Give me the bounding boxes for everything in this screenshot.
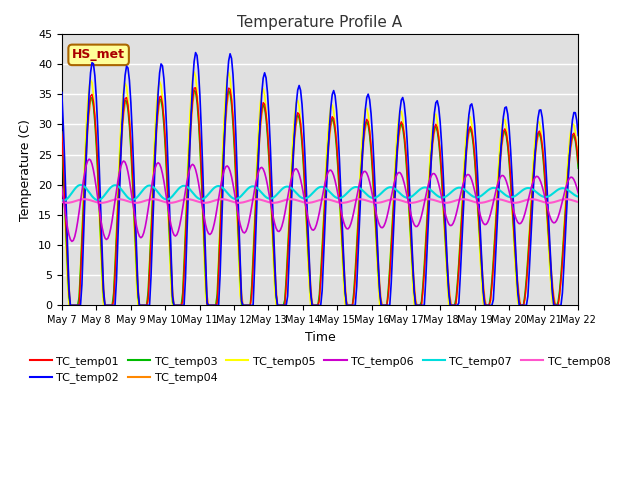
TC_temp01: [58, 132, 66, 138]
TC_temp02: [192, 50, 200, 56]
TC_temp08: [238, 200, 246, 205]
X-axis label: Time: Time: [305, 331, 335, 344]
TC_temp02: [58, 89, 66, 95]
TC_temp06: [215, 196, 223, 202]
TC_temp04: [192, 88, 200, 94]
TC_temp02: [287, 222, 294, 228]
TC_temp08: [229, 199, 237, 204]
TC_temp05: [287, 181, 294, 187]
TC_temp02: [215, 302, 223, 308]
TC_temp05: [215, 256, 223, 262]
TC_temp05: [123, 84, 131, 89]
TC_temp03: [287, 192, 294, 198]
TC_temp01: [123, 95, 131, 100]
TC_temp05: [65, 302, 73, 308]
TC_temp07: [574, 194, 582, 200]
TC_temp03: [215, 260, 223, 265]
TC_temp02: [241, 302, 248, 308]
TC_temp04: [241, 302, 248, 308]
TC_temp07: [232, 196, 240, 202]
TC_temp06: [124, 169, 132, 175]
TC_temp08: [356, 196, 364, 202]
TC_temp01: [232, 170, 240, 176]
Line: TC_temp01: TC_temp01: [62, 88, 578, 305]
TC_temp04: [58, 129, 66, 135]
Text: HS_met: HS_met: [72, 48, 125, 61]
TC_temp01: [215, 269, 223, 275]
TC_temp08: [284, 197, 291, 203]
TC_temp05: [190, 69, 198, 75]
TC_temp08: [574, 199, 582, 205]
TC_temp03: [190, 87, 198, 93]
Line: TC_temp07: TC_temp07: [62, 185, 578, 200]
TC_temp01: [241, 302, 248, 308]
TC_temp06: [574, 190, 582, 196]
Line: TC_temp02: TC_temp02: [62, 53, 578, 305]
TC_temp06: [548, 219, 556, 225]
TC_temp06: [287, 180, 294, 185]
TC_temp07: [77, 182, 84, 188]
Y-axis label: Temperature (C): Temperature (C): [19, 119, 33, 221]
Line: TC_temp03: TC_temp03: [62, 90, 578, 305]
TC_temp02: [232, 132, 240, 138]
TC_temp04: [67, 302, 74, 308]
TC_temp07: [58, 197, 66, 203]
TC_temp06: [58, 184, 66, 190]
TC_temp06: [241, 230, 248, 236]
Line: TC_temp05: TC_temp05: [62, 72, 578, 305]
TC_temp05: [232, 182, 240, 188]
TC_temp01: [67, 302, 74, 308]
TC_temp05: [58, 137, 66, 143]
TC_temp05: [548, 299, 556, 305]
TC_temp03: [67, 302, 74, 308]
TC_temp04: [548, 278, 556, 284]
TC_temp04: [287, 206, 294, 212]
TC_temp04: [123, 98, 131, 104]
TC_temp03: [574, 166, 582, 171]
TC_temp01: [574, 160, 582, 166]
TC_temp01: [287, 198, 294, 204]
TC_temp06: [232, 198, 240, 204]
Line: TC_temp08: TC_temp08: [62, 199, 578, 203]
TC_temp08: [58, 199, 66, 205]
TC_temp07: [215, 183, 223, 189]
TC_temp05: [241, 302, 248, 308]
TC_temp03: [548, 286, 556, 292]
TC_temp01: [548, 284, 556, 290]
TC_temp07: [287, 185, 294, 191]
TC_temp04: [574, 158, 582, 164]
TC_temp08: [121, 197, 129, 203]
Title: Temperature Profile A: Temperature Profile A: [237, 15, 403, 30]
Line: TC_temp06: TC_temp06: [62, 159, 578, 241]
TC_temp03: [241, 302, 248, 308]
TC_temp02: [67, 302, 74, 308]
TC_temp02: [123, 63, 131, 69]
TC_temp03: [58, 140, 66, 146]
Legend: TC_temp01, TC_temp02, TC_temp03, TC_temp04, TC_temp05, TC_temp06, TC_temp07, TC_: TC_temp01, TC_temp02, TC_temp03, TC_temp…: [25, 352, 615, 388]
TC_temp08: [212, 197, 220, 203]
TC_temp04: [215, 275, 223, 280]
TC_temp03: [232, 179, 240, 185]
TC_temp07: [241, 190, 248, 195]
TC_temp07: [548, 191, 556, 197]
TC_temp04: [232, 165, 240, 170]
TC_temp01: [192, 85, 200, 91]
TC_temp06: [85, 156, 93, 162]
TC_temp06: [68, 239, 76, 244]
TC_temp08: [548, 200, 556, 205]
TC_temp03: [123, 98, 131, 104]
TC_temp02: [574, 132, 582, 138]
Line: TC_temp04: TC_temp04: [62, 91, 578, 305]
TC_temp08: [373, 200, 381, 206]
TC_temp07: [124, 195, 132, 201]
TC_temp07: [60, 197, 67, 203]
TC_temp02: [548, 290, 556, 296]
TC_temp05: [574, 163, 582, 169]
